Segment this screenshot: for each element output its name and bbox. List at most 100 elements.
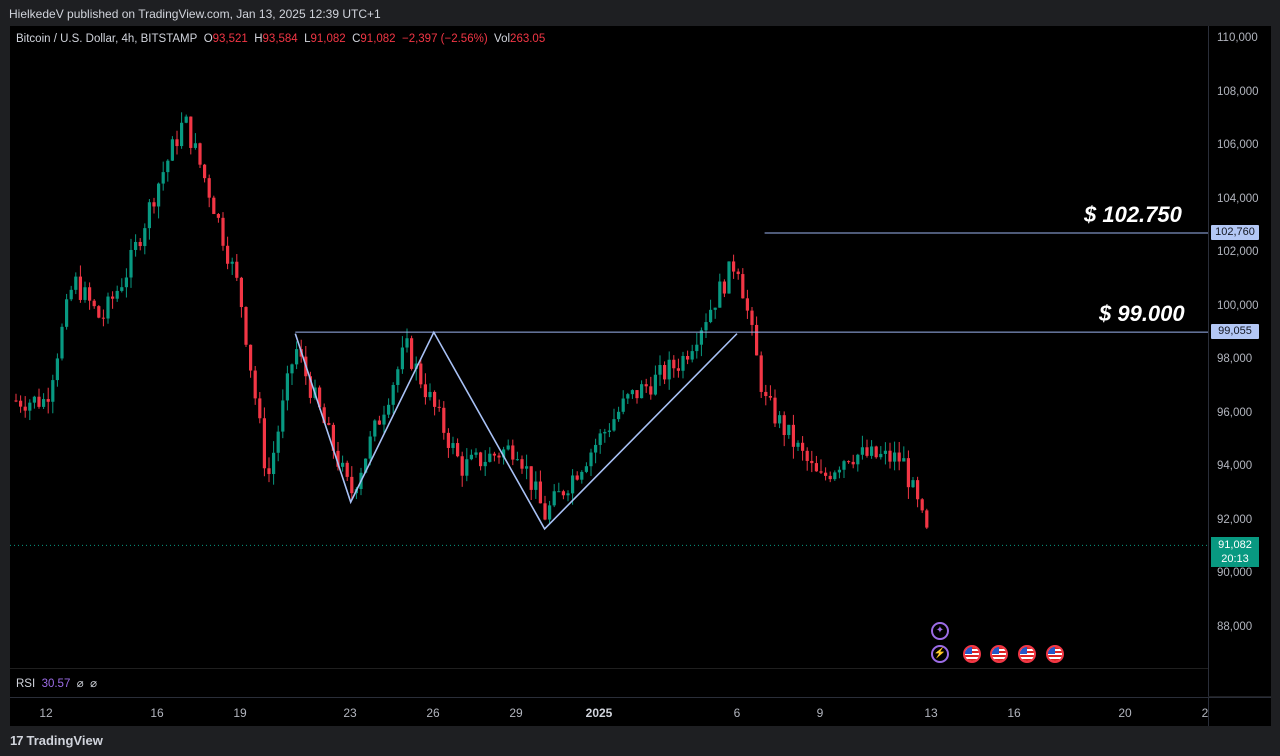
candle-body (318, 387, 322, 408)
candle-body (833, 472, 837, 480)
candle-body (175, 139, 179, 147)
price-tick-label: 106,000 (1217, 139, 1259, 152)
us-flag-event-icon[interactable] (1046, 645, 1064, 663)
candle-body (97, 306, 101, 318)
pattern-drawing[interactable] (294, 330, 738, 531)
price-tick-label: 110,000 (1217, 32, 1258, 45)
price-tick-label: 108,000 (1217, 85, 1259, 98)
candle-body (322, 407, 326, 424)
candle-body (856, 454, 860, 465)
candle-body (382, 414, 386, 425)
candle-body (216, 214, 220, 218)
price-chart[interactable] (10, 26, 1208, 668)
candle-body (874, 446, 878, 458)
symbol-name[interactable]: Bitcoin / U.S. Dollar, 4h, BITSTAMP (16, 33, 198, 45)
candle-body (842, 461, 846, 470)
candle-body (575, 475, 579, 480)
candle-body (249, 344, 253, 371)
candle-body (377, 420, 381, 425)
us-flag-event-icon[interactable] (1018, 645, 1036, 663)
candle-body (727, 261, 731, 294)
candle-body (658, 365, 662, 375)
lower-level-annotation[interactable]: $ 99.000 (1099, 301, 1185, 326)
candle-body (819, 471, 823, 473)
candle-body (23, 406, 27, 411)
rsi-value: 30.57 (41, 678, 71, 690)
candle-body (387, 404, 391, 415)
high-value: 93,584 (262, 33, 298, 45)
candle-body (589, 452, 593, 467)
candle-body (594, 444, 598, 453)
time-tick-label: 2025 (585, 706, 613, 720)
candle-body (115, 290, 119, 299)
candle-body (267, 468, 271, 475)
candle-body (635, 390, 639, 399)
candle-body (745, 298, 749, 311)
candle-body (460, 456, 464, 476)
publish-line: HielkedeV published on TradingView.com, … (9, 7, 381, 21)
candle-body (492, 453, 496, 456)
candle-body (598, 433, 602, 445)
candle-body (515, 459, 519, 461)
low-value: 91,082 (310, 33, 346, 45)
candle-body (534, 481, 538, 490)
upper-level-annotation[interactable]: $ 102.750 (1084, 202, 1182, 227)
close-label: C (352, 33, 361, 45)
candle-body (19, 400, 23, 407)
price-scale[interactable]: 110,000 108,000 106,000 104,000 102,000 100,0… (1208, 26, 1271, 696)
candle-body (801, 442, 805, 451)
candle-body (42, 399, 46, 407)
last-price-badge: 91,082 20:13 (1211, 537, 1259, 568)
candle-body (847, 461, 851, 463)
rsi-legend: RSI 30.57 ⌀ ⌀ (16, 676, 97, 690)
candle-body (101, 317, 105, 319)
candle-body (580, 471, 584, 480)
candle-body (511, 445, 515, 460)
candle-body (805, 450, 809, 461)
tradingview-logo[interactable]: 17 TradingView (10, 733, 103, 748)
candle-body (134, 241, 138, 250)
us-flag-event-icon[interactable] (990, 645, 1008, 663)
candle-body (14, 400, 18, 402)
time-axis[interactable]: 12 16 19 23 26 29 2025 6 9 13 16 20 2 (10, 697, 1208, 726)
candle-body (341, 462, 345, 467)
brand-name: TradingView (26, 733, 103, 748)
time-tick-label: 6 (733, 706, 741, 720)
lightning-event-icon[interactable]: ⚡ (931, 645, 949, 663)
candle-body (147, 202, 151, 229)
candle-body (235, 261, 239, 278)
us-flag-event-icon[interactable] (963, 645, 981, 663)
candle-body (226, 245, 230, 264)
time-tick-label: 9 (816, 706, 824, 720)
candle-body (759, 355, 763, 392)
bar-countdown: 20:13 (1221, 553, 1249, 566)
candle-body (106, 296, 110, 319)
candle-body (55, 358, 59, 381)
candle-body (497, 455, 501, 458)
candle-body (152, 202, 156, 207)
candle-body (796, 442, 800, 447)
candle-body (423, 384, 427, 398)
chart-pane[interactable]: Bitcoin / U.S. Dollar, 4h, BITSTAMP O93,… (10, 26, 1208, 668)
volume-label: Vol (494, 33, 511, 45)
price-tick-label: 96,000 (1217, 406, 1253, 419)
rsi-pane[interactable]: RSI 30.57 ⌀ ⌀ (10, 668, 1208, 697)
candle-body (74, 276, 78, 290)
candle-body (778, 415, 782, 424)
time-tick-label: 29 (509, 706, 523, 720)
candle-body (883, 450, 887, 454)
candle-body (603, 431, 607, 434)
sparkle-event-icon[interactable]: ✦ (931, 622, 949, 640)
candle-body (281, 400, 285, 432)
rsi-label[interactable]: RSI (16, 678, 36, 690)
candle-body (189, 116, 193, 148)
candle-body (695, 344, 699, 352)
candle-body (65, 299, 69, 327)
candle-body (285, 373, 289, 401)
candle-body (442, 407, 446, 433)
candle-body (538, 481, 542, 504)
candle-body (129, 249, 133, 278)
candle-body (83, 287, 87, 300)
candle-body (552, 491, 556, 506)
candle-body (410, 338, 414, 369)
